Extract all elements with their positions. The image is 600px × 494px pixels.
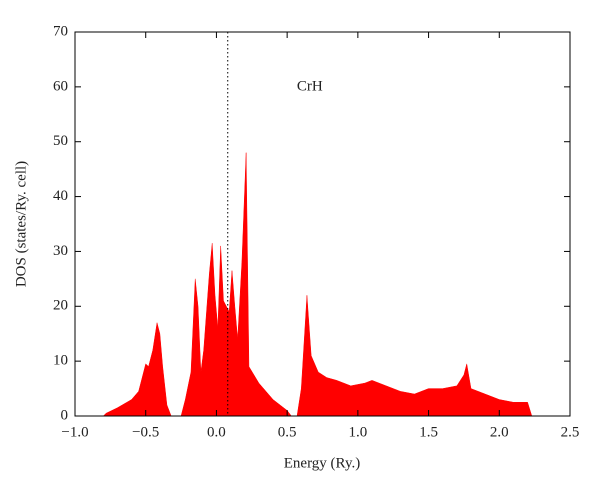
dos-area [82, 152, 535, 417]
x-tick-label: 1.5 [419, 424, 438, 440]
y-tick-label: 10 [53, 353, 68, 369]
x-tick-label: −0.5 [132, 424, 159, 440]
y-axis-label: DOS (states/Ry. cell) [13, 161, 29, 287]
y-tick-label: 50 [53, 133, 68, 149]
x-axis-label: Energy (Ry.) [284, 455, 360, 471]
plot-frame [74, 31, 571, 417]
y-tick-label: 20 [53, 298, 68, 314]
y-tick-label: 40 [53, 188, 68, 204]
y-tick-label: 30 [53, 243, 68, 259]
y-tick-label: 0 [61, 407, 69, 423]
x-tick-label: −1.0 [61, 424, 88, 440]
x-tick-label: 0.0 [207, 424, 226, 440]
annotation: CrH [297, 78, 323, 94]
y-tick-label: 60 [53, 78, 68, 94]
x-tick-label: 1.0 [348, 424, 367, 440]
x-tick-label: 2.5 [561, 424, 580, 440]
x-tick-label: 2.0 [490, 424, 509, 440]
x-tick-label: 0.5 [278, 424, 297, 440]
y-tick-label: 70 [53, 23, 68, 39]
